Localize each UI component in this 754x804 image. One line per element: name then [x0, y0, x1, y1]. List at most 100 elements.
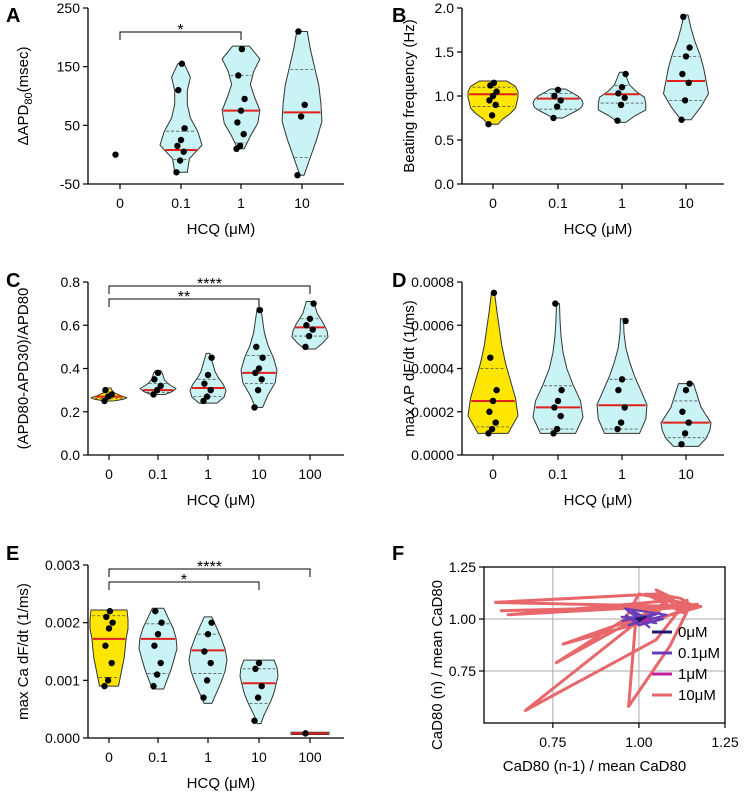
data-point: [621, 94, 628, 101]
data-point: [485, 430, 492, 437]
data-point: [303, 322, 310, 329]
x-tick-label: 1.25: [711, 734, 738, 750]
data-point: [200, 694, 207, 701]
violin-group-0.1: [159, 60, 203, 176]
data-point: [294, 172, 301, 179]
violin-group-0: [90, 386, 128, 405]
violin-group-10: [281, 28, 323, 179]
data-point: [682, 53, 690, 60]
y-tick-label: 0.002: [45, 615, 80, 631]
panel-letter: B: [392, 5, 406, 27]
data-point: [681, 97, 689, 104]
data-point: [679, 408, 686, 415]
y-tick-label: 0.6: [61, 317, 81, 333]
x-axis-label: HCQ (μM): [564, 221, 633, 238]
legend-label: 10μM: [678, 687, 716, 704]
data-point: [685, 79, 692, 87]
data-point: [679, 70, 686, 78]
y-tick-label: 0.0: [435, 176, 455, 192]
violin-group-0: [467, 289, 519, 437]
violin-group-0: [467, 79, 519, 128]
data-point: [493, 88, 500, 95]
panel-letter: E: [6, 543, 19, 565]
x-axis-label: HCQ (μM): [187, 221, 256, 238]
data-point: [176, 157, 184, 164]
data-point: [551, 404, 558, 411]
data-point: [174, 142, 181, 150]
data-point: [178, 60, 186, 67]
significance-bracket: ****: [108, 559, 311, 577]
data-point: [252, 369, 259, 377]
data-point: [254, 386, 262, 394]
x-tick-label: 0: [116, 195, 124, 211]
data-point: [255, 659, 263, 667]
data-point: [305, 332, 313, 340]
data-point: [208, 619, 215, 626]
y-tick-label: 1.0: [435, 88, 455, 104]
x-tick-label: 1.00: [625, 734, 652, 750]
data-point: [492, 419, 499, 426]
panel-C: C 0.0 0.2 0.4 0.6 0.8 0 0.1 1 10 100 HCQ (μM) (APD80…: [6, 270, 344, 509]
y-axis-label: Beating frequency (Hz): [401, 19, 418, 172]
y-tick-label: 0.2: [61, 404, 81, 420]
violin-body: [532, 303, 584, 434]
data-point: [256, 306, 264, 314]
data-point: [238, 45, 246, 53]
data-point: [551, 92, 558, 100]
data-point: [258, 682, 265, 690]
data-point: [237, 107, 245, 114]
violin-body: [188, 616, 228, 704]
data-point: [621, 404, 628, 411]
y-tick-label: 0.8: [61, 274, 81, 290]
significance-bracket: *: [119, 22, 242, 40]
data-point: [200, 397, 207, 405]
data-point: [108, 659, 115, 667]
data-point: [252, 665, 259, 672]
data-point: [557, 97, 564, 104]
panel-A: A -50 50 150 250 0 0.1 1 10 HCQ (μM) ΔAPD80(msec) *: [6, 0, 344, 238]
data-point: [241, 95, 248, 103]
x-tick-label: 10: [251, 466, 267, 482]
data-point: [154, 369, 162, 377]
data-point: [686, 380, 693, 387]
series-line-0μM: [635, 615, 647, 623]
data-point: [309, 326, 316, 333]
y-axis-label: (APD80-APD30)/APD80: [15, 288, 32, 450]
y-tick-label: 1.5: [435, 44, 455, 60]
violin-body: [660, 383, 712, 447]
x-tick-label: 0.1: [148, 466, 168, 482]
data-point: [201, 380, 208, 387]
data-point: [104, 677, 112, 684]
bracket-line: [108, 581, 260, 590]
significance-bracket: ****: [108, 276, 311, 294]
y-tick-label: 0.003: [45, 557, 80, 573]
violin-body: [532, 88, 584, 119]
violin-group-1: [188, 616, 228, 704]
y-tick-label: 0.0000: [411, 447, 454, 463]
x-axis-label: HCQ (μM): [564, 492, 633, 509]
data-point: [682, 386, 690, 394]
data-point: [685, 419, 692, 426]
data-point: [557, 412, 564, 420]
x-tick-label: 1: [204, 749, 212, 765]
x-axis-label: HCQ (μM): [187, 492, 256, 509]
violin-group-10: [239, 659, 279, 725]
data-point: [153, 386, 161, 394]
data-point: [550, 430, 557, 437]
data-point: [150, 391, 157, 398]
data-point: [103, 613, 110, 621]
data-point: [310, 300, 317, 307]
data-point: [254, 694, 262, 701]
x-tick-label: 10: [678, 195, 694, 211]
x-tick-label: 0: [105, 466, 113, 482]
series-line-10μM: [494, 588, 703, 712]
data-point: [553, 103, 561, 110]
data-point: [488, 425, 496, 433]
y-tick-label: 1.00: [449, 611, 476, 627]
data-point: [153, 671, 161, 678]
significance-label: ****: [197, 276, 222, 293]
x-tick-label: 0: [105, 749, 113, 765]
violin-body: [596, 318, 648, 434]
plot-frame: [483, 566, 726, 724]
violin-body: [159, 63, 203, 173]
